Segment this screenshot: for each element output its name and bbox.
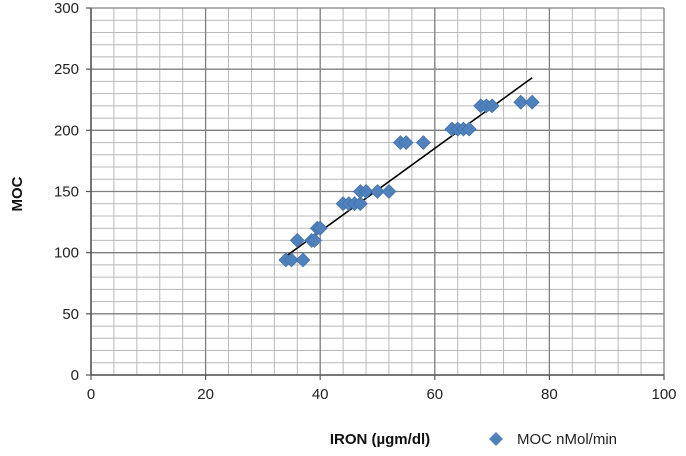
data-point — [398, 135, 414, 150]
y-tick-label: 200 — [54, 122, 79, 139]
data-point — [513, 94, 529, 110]
data-point — [312, 220, 328, 236]
y-tick-label: 300 — [54, 0, 79, 17]
data-point — [370, 184, 385, 199]
y-tick-label: 250 — [54, 61, 79, 78]
x-tick-label: 60 — [426, 386, 443, 403]
y-axis-title: MOC — [9, 176, 26, 211]
data-point — [289, 233, 305, 248]
tick-labels: 0 20 40 60 80 100 0 50 100 150 200 250 300 — [54, 0, 677, 403]
data-point — [307, 233, 322, 248]
data-point — [284, 252, 299, 268]
data-point — [295, 252, 311, 268]
data-point — [461, 121, 477, 137]
x-tick-label: 80 — [541, 386, 558, 403]
x-tick-label: 100 — [651, 386, 676, 403]
y-tick-label: 50 — [62, 306, 79, 323]
y-tick-label: 150 — [54, 184, 79, 201]
y-tick-label: 0 — [71, 367, 79, 384]
legend-label: MOC nMol/min — [517, 431, 617, 448]
data-point — [358, 184, 374, 199]
data-point — [484, 98, 500, 114]
axes — [86, 7, 665, 380]
x-tick-label: 40 — [312, 386, 329, 403]
legend-diamond-marker — [489, 432, 503, 446]
data-point — [381, 184, 397, 199]
x-tick-label: 0 — [87, 386, 95, 403]
x-tick-label: 20 — [197, 386, 214, 403]
data-point — [415, 135, 431, 150]
y-tick-label: 100 — [54, 245, 79, 262]
data-points — [278, 94, 540, 268]
x-axis-title: IRON (µgm/dl) — [330, 431, 430, 448]
legend: MOC nMol/min — [489, 431, 617, 448]
data-point — [352, 196, 368, 212]
data-point — [524, 94, 540, 110]
